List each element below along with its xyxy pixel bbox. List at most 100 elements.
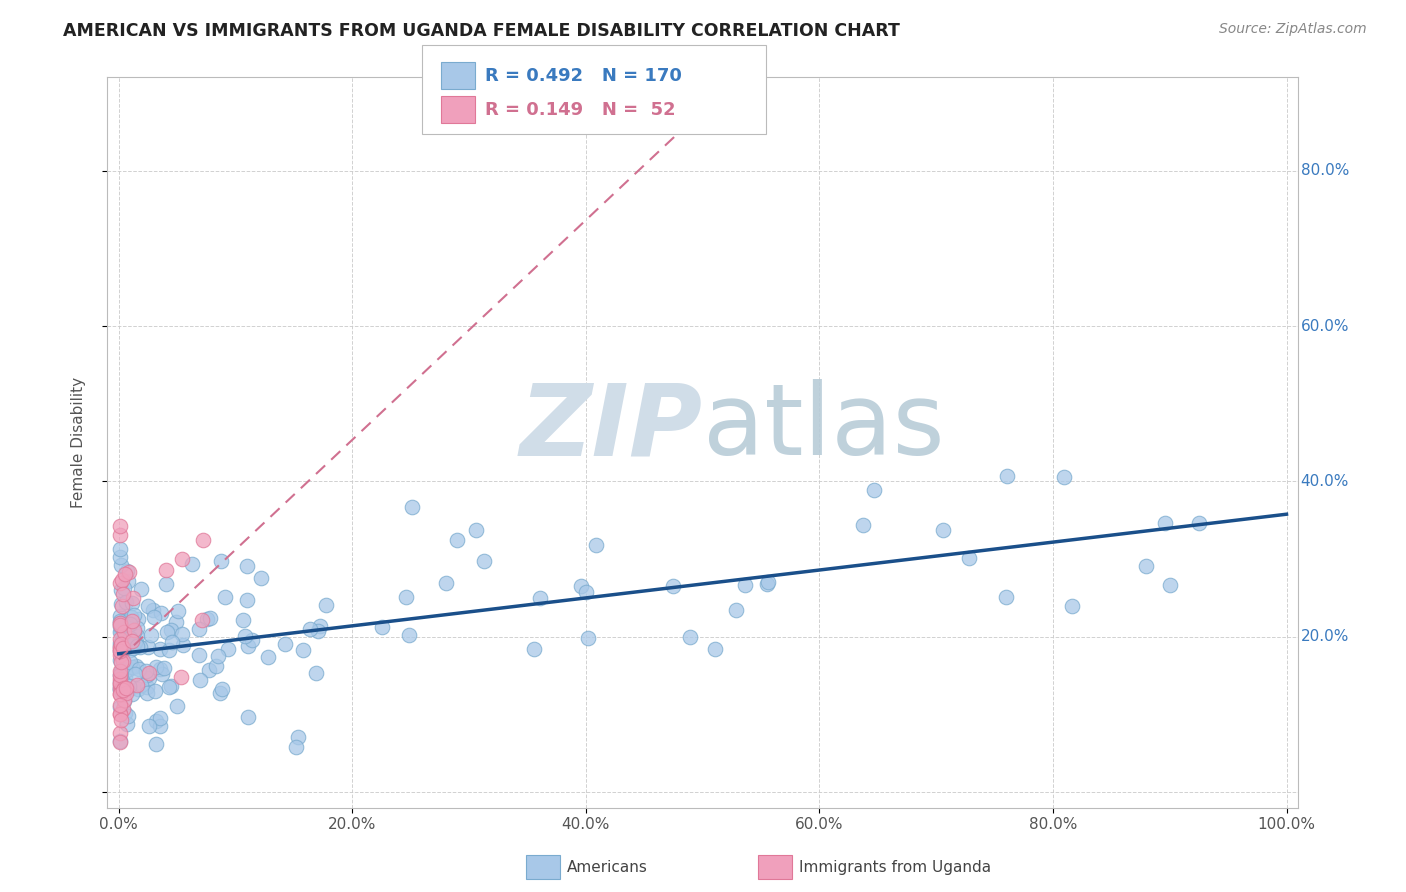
Point <box>111 599 134 613</box>
Text: 40.0%: 40.0% <box>1301 474 1348 489</box>
Point <box>135 680 157 694</box>
Point <box>734 578 756 592</box>
Text: Americans: Americans <box>567 860 648 874</box>
Text: R = 0.492   N = 170: R = 0.492 N = 170 <box>485 67 682 85</box>
Point <box>198 663 221 677</box>
Point <box>115 564 138 578</box>
Point <box>118 662 141 676</box>
Point <box>157 642 180 657</box>
Point <box>576 631 599 645</box>
Point <box>195 612 218 626</box>
Text: 80.0%: 80.0% <box>1301 163 1348 178</box>
Point <box>127 681 149 696</box>
Point <box>139 628 162 642</box>
Point <box>149 663 172 677</box>
Point <box>152 667 174 681</box>
Point <box>236 710 259 724</box>
Point <box>110 664 132 678</box>
Point <box>112 624 135 639</box>
Point <box>108 682 131 697</box>
Point <box>108 576 131 591</box>
Point <box>995 590 1018 604</box>
Point <box>108 609 131 624</box>
Point <box>111 644 134 658</box>
Point <box>190 673 212 687</box>
Point <box>112 581 135 595</box>
Point <box>108 667 131 681</box>
Point <box>108 642 131 657</box>
Point <box>115 594 138 608</box>
Point <box>121 687 143 701</box>
Point <box>135 664 157 678</box>
Point <box>209 686 232 700</box>
Point <box>136 686 159 700</box>
Point <box>108 699 131 714</box>
Point <box>110 637 132 651</box>
Point <box>124 666 146 681</box>
Point <box>125 678 148 692</box>
Point <box>108 683 131 698</box>
Point <box>127 621 149 635</box>
Point <box>111 573 134 587</box>
Text: 20.0%: 20.0% <box>1301 629 1348 644</box>
Point <box>125 658 148 673</box>
Point <box>298 622 321 636</box>
Point <box>117 618 139 632</box>
Point <box>236 639 259 653</box>
Point <box>240 632 263 647</box>
Point <box>162 635 184 649</box>
Point <box>108 673 131 687</box>
Point <box>217 641 239 656</box>
Point <box>285 739 308 754</box>
Point <box>703 642 725 657</box>
Point <box>114 664 136 678</box>
Point <box>138 719 160 733</box>
Point <box>190 613 212 627</box>
Point <box>464 523 486 537</box>
Point <box>108 527 131 541</box>
Point <box>291 642 314 657</box>
Point <box>170 670 193 684</box>
Point <box>108 707 131 722</box>
Point <box>108 688 131 702</box>
Point <box>108 643 131 657</box>
Point <box>170 552 193 566</box>
Point <box>287 730 309 744</box>
Point <box>145 737 167 751</box>
Point <box>112 681 135 695</box>
Point <box>114 706 136 720</box>
Point <box>232 614 254 628</box>
Point <box>110 648 132 662</box>
Point <box>165 615 187 630</box>
Point <box>305 666 328 681</box>
Point <box>1188 516 1211 530</box>
Point <box>145 660 167 674</box>
Point <box>108 707 131 722</box>
Point <box>166 698 188 713</box>
Point <box>214 591 236 605</box>
Point <box>108 639 131 653</box>
Point <box>205 659 228 673</box>
Point <box>149 642 172 657</box>
Point <box>679 630 702 644</box>
Point <box>108 653 131 667</box>
Point <box>108 735 131 749</box>
Point <box>395 590 418 604</box>
Point <box>142 603 165 617</box>
Point <box>108 632 131 646</box>
Point <box>108 668 131 682</box>
Point <box>114 681 136 696</box>
Point <box>167 604 190 618</box>
Point <box>191 533 214 547</box>
Point <box>152 661 174 675</box>
Text: ZIP: ZIP <box>520 379 703 476</box>
Point <box>114 614 136 628</box>
Point <box>187 623 209 637</box>
Point <box>128 662 150 676</box>
Point <box>145 714 167 728</box>
Point <box>108 698 131 712</box>
Point <box>156 624 179 639</box>
Point <box>125 629 148 643</box>
Point <box>138 672 160 686</box>
Point <box>138 665 160 680</box>
